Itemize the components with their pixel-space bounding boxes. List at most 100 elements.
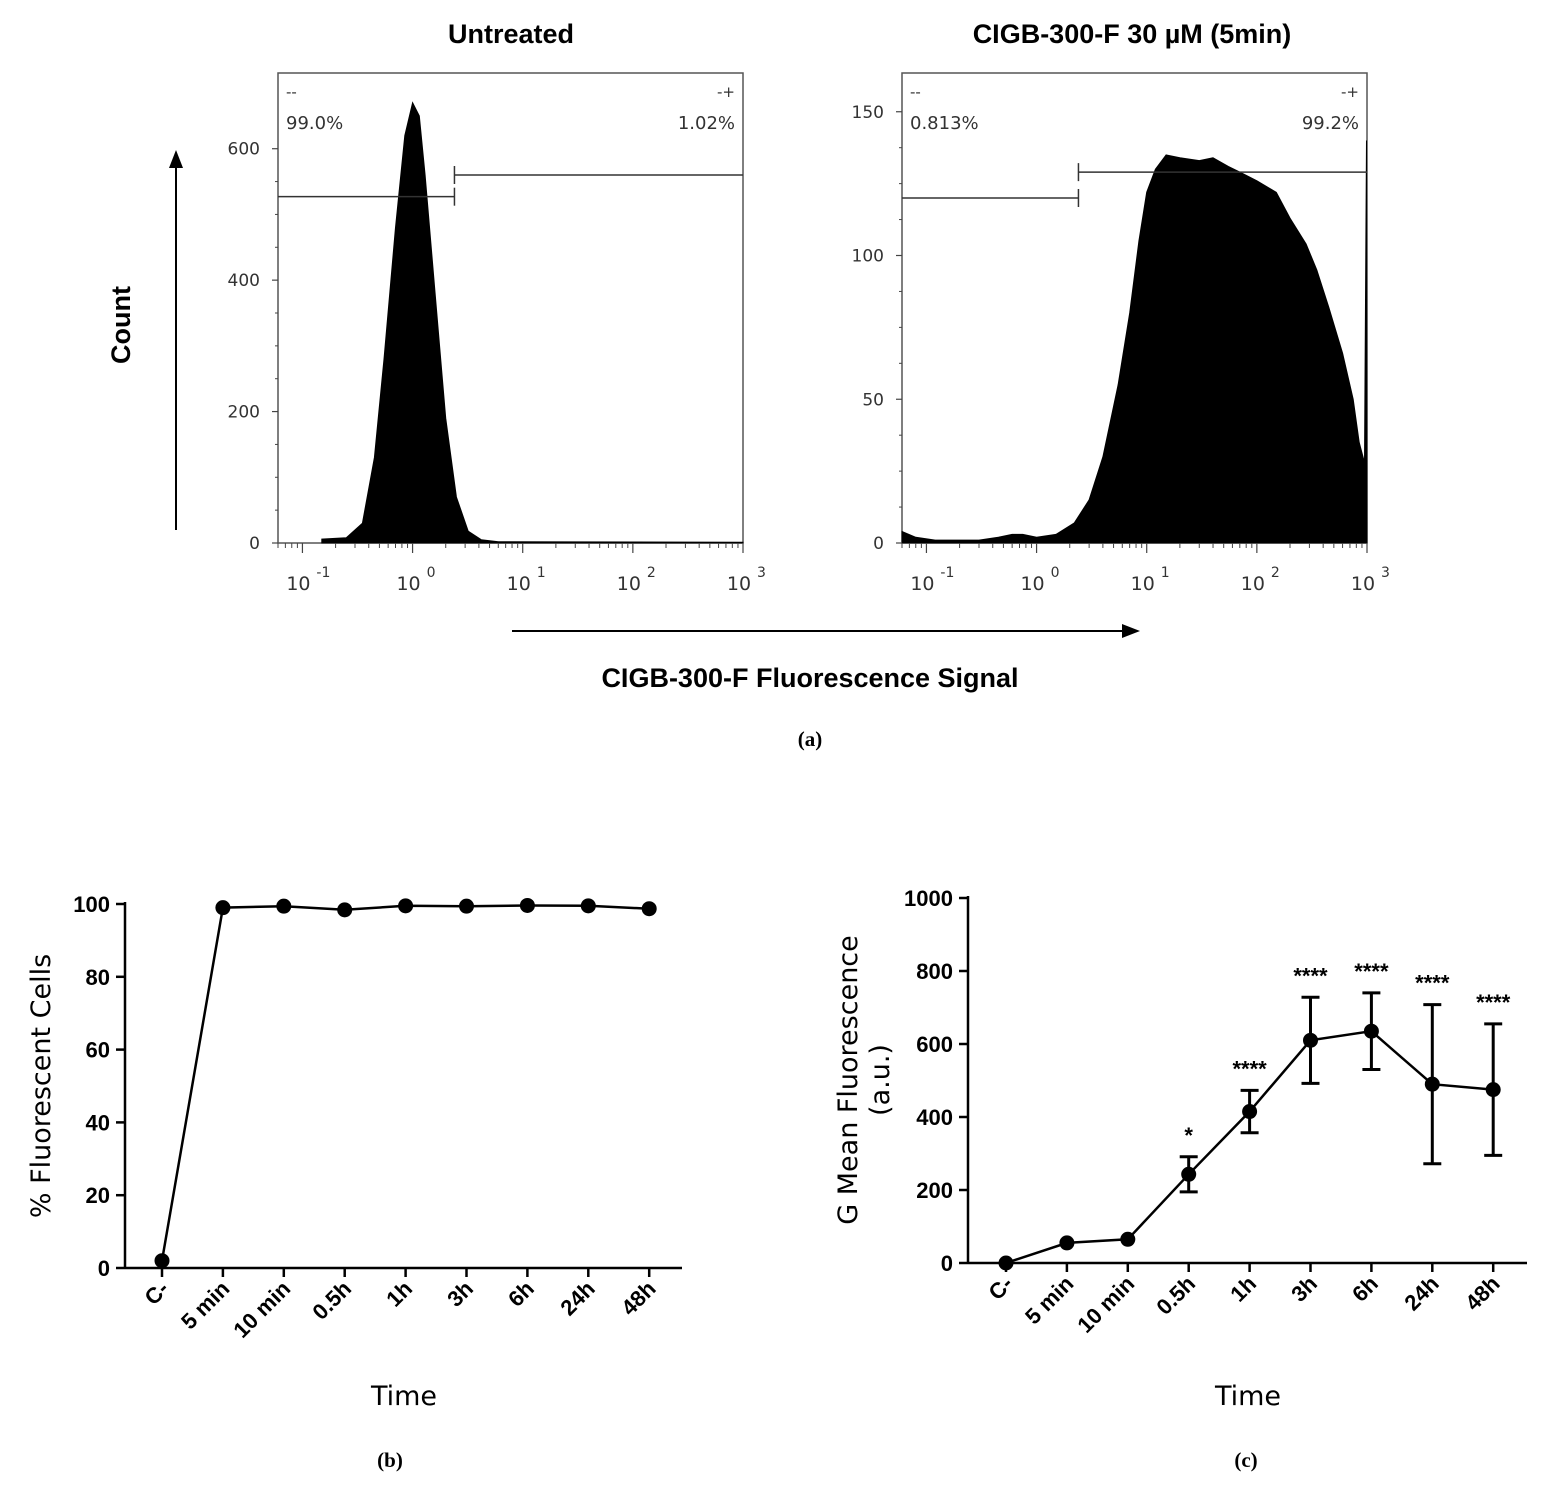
y-tick-label: 0	[249, 534, 260, 554]
y-tick-label: 600	[228, 140, 260, 160]
significance-label: ****	[1293, 963, 1328, 988]
y-tick-label: 0	[873, 534, 884, 554]
data-point	[1181, 1166, 1197, 1182]
data-point	[1242, 1104, 1258, 1120]
y-tick-label: 1000	[904, 886, 953, 911]
data-point	[1059, 1235, 1075, 1251]
gate-name: -+	[717, 83, 735, 101]
y-tick-label: 600	[916, 1032, 953, 1057]
x-tick-label: 1h	[381, 1276, 417, 1312]
data-point	[459, 898, 474, 914]
y-tick-label: 40	[86, 1110, 110, 1135]
significance-label: ****	[1354, 959, 1389, 984]
significance-label: ****	[1232, 1056, 1267, 1081]
data-point	[641, 901, 657, 917]
x-tick-label-exponent: 0	[1051, 565, 1060, 581]
data-point	[398, 898, 414, 914]
histogram-untreated: 0 200 400 600 10 -1 10 0 10 1 10 2 10 3 -- 99.0% -+ 1.02%	[228, 72, 766, 595]
y-tick-label: 400	[228, 271, 260, 291]
data-point	[215, 900, 231, 916]
x-tick-label-base: 10	[396, 573, 420, 595]
gate-percentage: 1.02%	[678, 113, 735, 134]
y-axis-label: (a.u.)	[865, 1044, 896, 1116]
histogram-area	[901, 140, 1368, 544]
significance-label: ****	[1476, 990, 1511, 1015]
data-point	[1485, 1082, 1501, 1098]
x-tick-label-exponent: 2	[1271, 565, 1280, 581]
plot-frame	[277, 72, 744, 544]
x-tick-label: C-	[983, 1271, 1017, 1305]
gate-name: --	[910, 83, 921, 101]
x-tick-label: 6h	[503, 1276, 539, 1312]
y-tick-label: 50	[862, 390, 884, 410]
x-tick-label: 3h	[442, 1276, 478, 1312]
y-tick-label: 200	[228, 403, 260, 423]
x-tick-label-exponent: 0	[427, 565, 436, 581]
y-tick-label: 400	[916, 1105, 953, 1130]
histogram-right-title: CIGB-300-F 30 µM (5min)	[973, 19, 1292, 49]
x-tick-label: 10 min	[228, 1276, 295, 1343]
gate-name: -+	[1341, 83, 1359, 101]
panel-b-caption: (b)	[377, 1448, 403, 1472]
x-tick-label-exponent: 1	[1161, 565, 1170, 581]
panel-a-x-arrow-head	[1122, 624, 1140, 638]
x-tick-label: 48h	[1460, 1271, 1504, 1315]
x-tick-label-base: 10	[507, 573, 531, 595]
histogram-area	[321, 101, 744, 544]
y-tick-label: 800	[916, 959, 953, 984]
y-axis-label: % Fluorescent Cells	[26, 954, 57, 1218]
y-tick-label: 100	[73, 892, 110, 917]
data-point	[519, 897, 535, 913]
x-tick-label-base: 10	[727, 573, 751, 595]
y-tick-label: 0	[98, 1256, 110, 1281]
x-tick-label-exponent: 2	[647, 565, 656, 581]
x-tick-label-exponent: -1	[940, 565, 954, 581]
x-tick-label: 5 min	[176, 1276, 234, 1334]
x-tick-label-exponent: 3	[757, 565, 766, 581]
x-tick-label-base: 10	[286, 573, 310, 595]
x-tick-label: 10 min	[1072, 1271, 1139, 1338]
gate-percentage: 99.2%	[1302, 113, 1359, 134]
gate-name: --	[286, 83, 297, 101]
gate-percentage: 0.813%	[910, 113, 979, 134]
x-tick-label-base: 10	[617, 573, 641, 595]
x-tick-label-base: 10	[910, 573, 934, 595]
data-point	[1363, 1023, 1379, 1039]
panel-a-y-arrow-head	[169, 150, 183, 168]
y-tick-label: 0	[941, 1251, 953, 1276]
x-tick-label: 5 min	[1020, 1271, 1078, 1329]
x-tick-label-base: 10	[1131, 573, 1155, 595]
data-point	[580, 898, 596, 914]
x-axis-label: Time	[370, 1381, 437, 1412]
x-tick-label-base: 10	[1020, 573, 1044, 595]
x-tick-label: 1h	[1225, 1271, 1261, 1307]
y-tick-label: 60	[86, 1038, 110, 1063]
y-axis-label: G Mean Fluorescence	[833, 935, 864, 1225]
x-tick-label: C-	[139, 1276, 173, 1310]
x-tick-label: 24h	[555, 1276, 599, 1320]
y-tick-label: 20	[86, 1183, 110, 1208]
x-tick-label-base: 10	[1351, 573, 1375, 595]
x-axis-label: Time	[1214, 1381, 1281, 1412]
x-tick-label: 6h	[1347, 1271, 1383, 1307]
data-point	[337, 902, 353, 918]
gate-percentage: 99.0%	[286, 113, 343, 134]
y-tick-label: 80	[86, 965, 110, 990]
data-point	[998, 1255, 1014, 1271]
x-tick-label: 0.5h	[307, 1276, 356, 1325]
series-line	[160, 904, 650, 1261]
x-tick-label: 24h	[1399, 1271, 1443, 1315]
x-tick-label-exponent: 3	[1381, 565, 1390, 581]
x-tick-label: 3h	[1286, 1271, 1322, 1307]
data-point	[1303, 1032, 1318, 1048]
x-tick-label: 0.5h	[1151, 1271, 1200, 1320]
data-point	[1424, 1076, 1440, 1092]
data-point	[1120, 1231, 1136, 1247]
y-tick-label: 100	[852, 247, 884, 267]
panel-c-caption: (c)	[1234, 1448, 1257, 1472]
data-point	[276, 898, 292, 914]
y-tick-label: 150	[852, 103, 884, 123]
